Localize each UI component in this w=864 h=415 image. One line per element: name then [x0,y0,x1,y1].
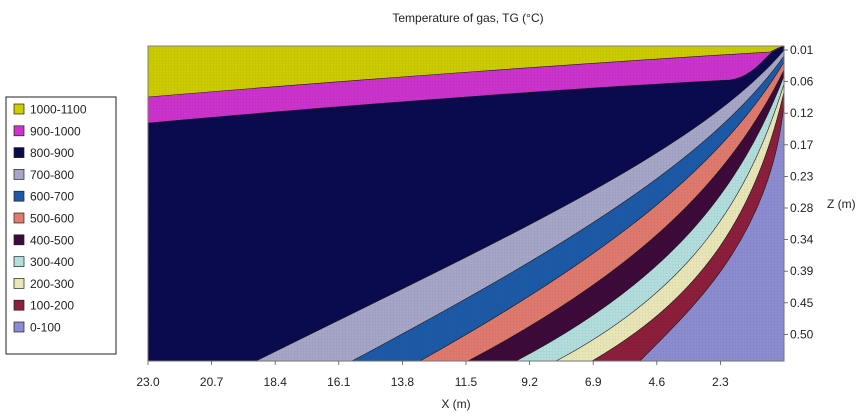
x-tick-label: 4.6 [648,375,665,389]
legend-swatch [13,299,25,311]
x-tick-label: 2.3 [712,375,729,389]
x-tick-label: 9.2 [521,375,538,389]
legend-label: 1000-1100 [30,103,87,117]
z-tick-label: 0.06 [790,75,814,89]
x-tick-label: 16.1 [327,375,351,389]
legend-label: 300-400 [30,255,74,269]
z-axis: 0.01 0.06 0.12 0.17 0.23 0.28 0.34 0.39 0.45 0.50 [784,43,814,341]
x-tick-label: 11.5 [455,375,478,389]
legend-swatch [13,321,25,333]
z-tick-label: 0.01 [790,43,814,57]
legend-label: 600-700 [30,190,74,204]
legend-swatch [13,147,25,158]
legend-label: 700-800 [30,168,74,182]
z-tick-label: 0.12 [790,106,814,120]
z-tick-label: 0.23 [790,169,814,183]
x-tick-label: 13.8 [391,375,415,389]
z-tick-label: 0.45 [790,296,814,310]
x-tick-label: 6.9 [585,375,602,389]
legend-swatch [13,190,25,202]
legend-swatch [13,103,25,115]
legend: 1000-1100 900-1000 800-900 700-800 600-700 50… [5,96,117,355]
legend-label: 900-1000 [30,124,81,138]
legend-frame [5,96,117,355]
legend-label: 100-200 [30,299,74,313]
legend-label: 200-300 [30,277,74,291]
legend-label: 400-500 [30,233,74,247]
legend-label: 500-600 [30,212,74,226]
legend-label: 800-900 [30,146,74,160]
z-tick-label: 0.17 [790,138,814,152]
chart-title: Temperature of gas, TG (°C) [392,11,543,25]
x-axis-label: X (m) [441,397,470,411]
legend-swatch [13,234,25,246]
x-tick-label: 18.4 [264,375,288,389]
legend-label: 0-100 [30,321,61,335]
z-tick-label: 0.39 [790,264,814,278]
legend-swatch [13,256,25,267]
plot-area [147,45,785,362]
x-tick-label: 20.7 [200,375,224,389]
legend-swatch [13,125,25,137]
mesh-overlay [148,46,784,361]
z-tick-label: 0.34 [790,233,814,247]
x-axis: 23.0 20.7 18.4 16.1 13.8 11.5 9.2 6.9 4.6 2.3 [136,361,729,389]
legend-swatch [13,212,25,224]
legend-swatch [13,278,25,289]
z-tick-label: 0.50 [790,327,814,341]
legend-swatch [13,169,25,180]
z-tick-label: 0.28 [790,201,814,215]
z-axis-label: Z (m) [827,197,856,211]
x-tick-label: 23.0 [136,375,160,389]
